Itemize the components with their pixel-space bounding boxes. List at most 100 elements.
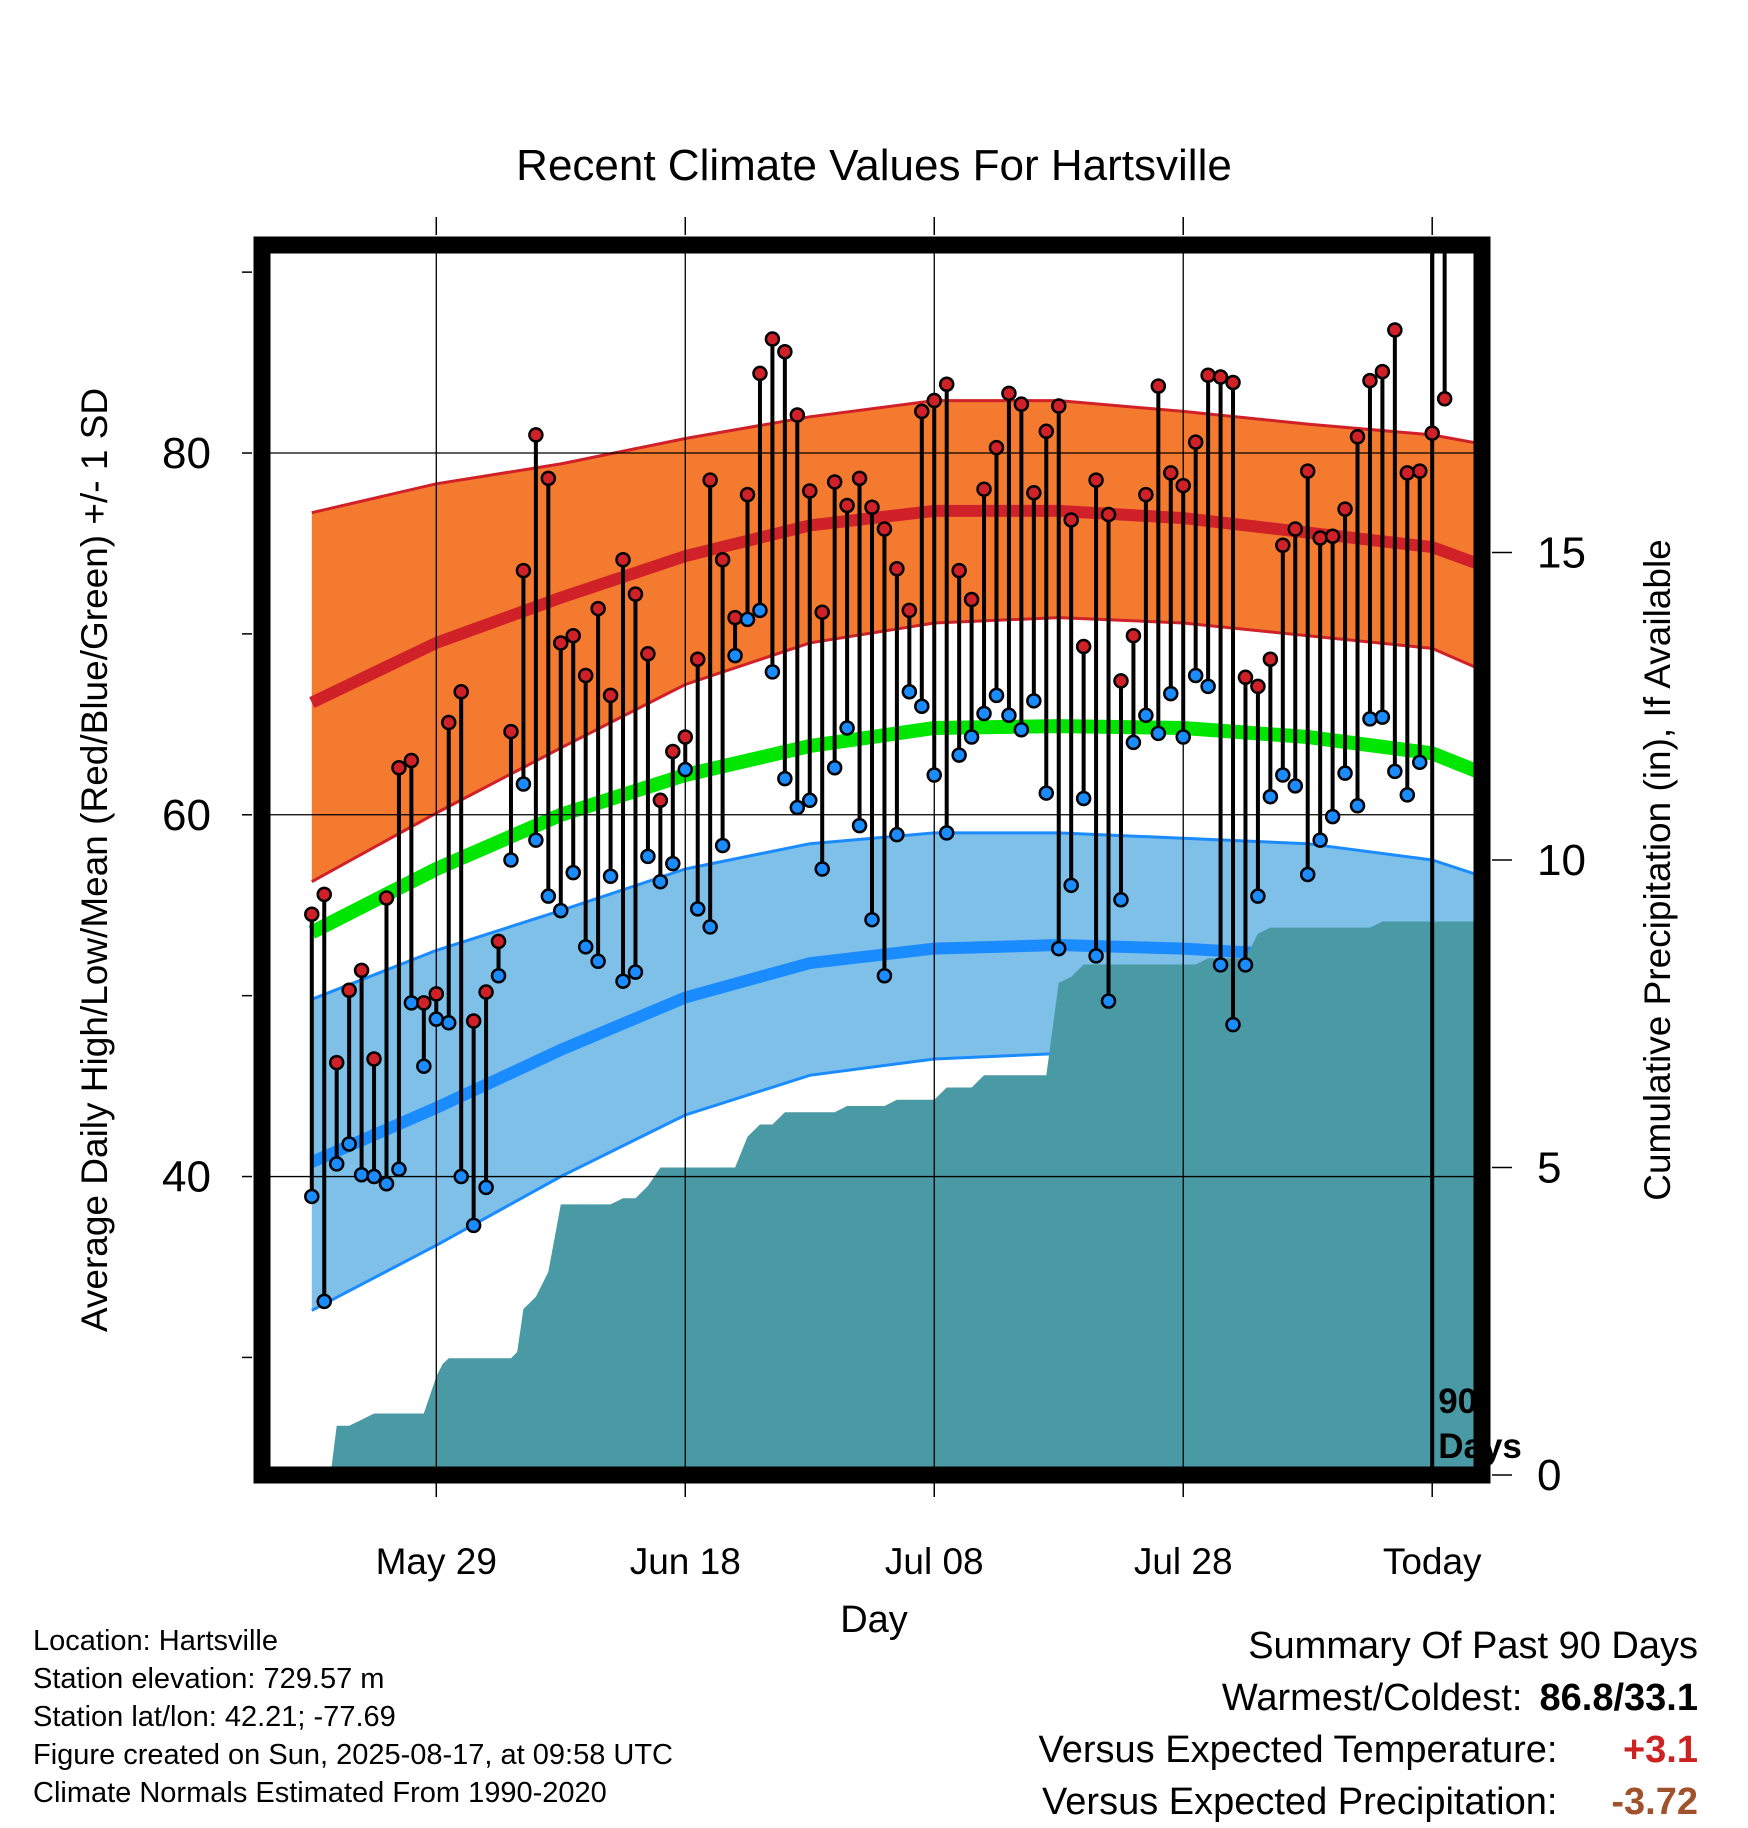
high-point <box>328 1054 345 1071</box>
high-point <box>1013 396 1030 412</box>
high-point <box>1088 472 1104 488</box>
low-point <box>1324 808 1341 825</box>
high-point <box>1374 363 1391 380</box>
high-point <box>490 933 507 950</box>
high-point <box>553 635 569 651</box>
high-point <box>777 343 793 360</box>
y2-tick-label: 15 <box>1537 529 1586 578</box>
location-text: Location: Hartsville <box>33 1625 278 1657</box>
y2-tick-label: 10 <box>1537 836 1586 885</box>
low-point <box>1138 707 1154 724</box>
low-point <box>1312 832 1328 848</box>
low-point <box>963 729 980 745</box>
created-text: Figure created on Sun, 2025-08-17, at 09… <box>33 1739 673 1771</box>
high-point <box>1337 501 1353 517</box>
high-point <box>478 984 494 1000</box>
low-point <box>353 1166 370 1183</box>
high-point <box>926 392 942 409</box>
high-point <box>914 403 930 420</box>
high-point <box>627 586 644 602</box>
high-point <box>1275 537 1291 554</box>
x-tick-label: Jul 08 <box>885 1541 984 1582</box>
low-point <box>914 698 930 714</box>
low-point <box>1337 765 1353 781</box>
high-point <box>689 651 706 667</box>
low-point <box>1349 797 1366 814</box>
high-point <box>1362 372 1378 389</box>
summary-warm-cold: Warmest/Coldest: 86.8/33.1 <box>1039 1672 1698 1724</box>
low-point <box>1038 785 1055 801</box>
high-point <box>1125 627 1142 644</box>
low-point <box>304 1188 320 1205</box>
low-point <box>702 919 718 935</box>
high-point <box>1287 521 1304 537</box>
low-point <box>1175 729 1191 745</box>
high-point <box>1187 434 1204 450</box>
warm-cold-value: 86.8/33.1 <box>1539 1677 1698 1719</box>
low-point <box>553 902 569 919</box>
low-point <box>316 1293 332 1310</box>
low-point <box>901 684 918 700</box>
high-point <box>851 470 868 487</box>
high-point <box>465 1013 482 1029</box>
high-point <box>1412 463 1428 479</box>
low-point <box>378 1176 395 1192</box>
x-tick-label: May 29 <box>376 1541 497 1582</box>
high-point <box>1038 423 1055 440</box>
low-point <box>677 761 694 778</box>
low-point <box>1275 767 1291 783</box>
high-point <box>1175 477 1191 494</box>
low-point <box>602 868 619 885</box>
low-point <box>1113 892 1129 908</box>
high-point <box>316 886 332 903</box>
high-point <box>615 551 631 568</box>
low-point <box>764 664 781 680</box>
chart-title: Recent Climate Values For Hartsville <box>516 141 1232 190</box>
high-point <box>652 792 669 809</box>
high-point <box>341 982 357 998</box>
high-point <box>988 439 1005 456</box>
low-point <box>1438 0 1451 7</box>
high-point <box>1436 391 1453 407</box>
low-point <box>1426 0 1439 7</box>
low-point <box>1088 948 1104 964</box>
window-label: 90 <box>1438 1382 1477 1421</box>
high-point <box>515 562 532 579</box>
low-point <box>839 720 855 736</box>
high-point <box>1250 678 1266 695</box>
high-point <box>963 591 980 608</box>
high-point <box>602 687 619 704</box>
high-point <box>1163 465 1179 481</box>
temp-value: +3.1 <box>1622 1729 1698 1771</box>
low-point <box>515 776 532 792</box>
high-point <box>901 602 918 619</box>
y-axis-label: Average Daily High/Low/Mean (Red/Blue/Gr… <box>74 388 115 1332</box>
elevation-text: Station elevation: 729.57 m <box>33 1663 385 1695</box>
x-tick-label: Today <box>1383 1541 1482 1582</box>
high-point <box>876 521 893 537</box>
high-point <box>889 561 905 577</box>
high-point <box>1138 486 1154 503</box>
low-point <box>1287 778 1304 794</box>
precip-area <box>311 921 1482 1475</box>
high-point <box>1225 374 1241 391</box>
high-point <box>1001 385 1017 402</box>
high-point <box>440 714 457 731</box>
high-point <box>1063 512 1079 528</box>
high-point <box>1262 651 1279 667</box>
low-point <box>428 1011 445 1027</box>
high-point <box>378 890 395 906</box>
high-point <box>677 729 694 745</box>
high-point <box>1075 638 1092 655</box>
low-point <box>1187 667 1204 684</box>
low-point <box>503 852 519 868</box>
x-tick-label: Jul 28 <box>1134 1541 1233 1582</box>
y2-axis-label: Cumulative Precipitation (in), If Availa… <box>1637 539 1678 1201</box>
y2-tick-label: 5 <box>1537 1144 1561 1193</box>
high-point <box>391 760 407 776</box>
high-point <box>590 600 606 617</box>
low-point <box>727 647 743 664</box>
high-point <box>1324 528 1341 544</box>
